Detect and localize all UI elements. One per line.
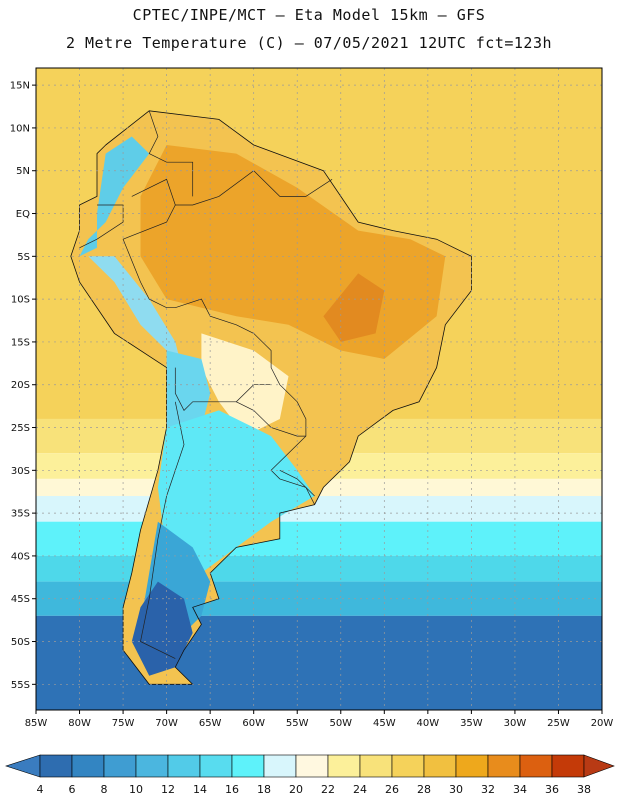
lon-tick-label: 75W xyxy=(112,718,135,729)
border-line-8 xyxy=(279,469,315,497)
colorbar-label: 22 xyxy=(321,783,335,796)
colorbar-label: 16 xyxy=(225,783,239,796)
colorbar-swatch xyxy=(519,754,553,778)
border-line-1 xyxy=(131,170,333,206)
ocean-band-4 xyxy=(36,496,602,522)
land-temperature-field xyxy=(70,110,472,685)
ocean-band-8 xyxy=(36,615,602,710)
colorbar: 4 6 8 10 12 14 16 18 20 22 24 26 28 30 32 34 36 38 xyxy=(5,754,615,796)
colorbar-swatch xyxy=(359,754,393,778)
lon-tick-label: 55W xyxy=(286,718,309,729)
border-line-5 xyxy=(122,204,176,283)
lat-tick-label: 45S xyxy=(11,594,30,605)
colorbar-label: 34 xyxy=(513,783,527,796)
lat-tick-label: 20S xyxy=(11,380,30,391)
border-line-4 xyxy=(79,204,124,249)
colorbar-over-arrow xyxy=(583,754,615,778)
colorbar-swatch xyxy=(103,754,137,778)
ocean-band-5 xyxy=(36,521,602,556)
border-line-3 xyxy=(140,401,185,659)
colorbar-label: 18 xyxy=(257,783,271,796)
border-line-2 xyxy=(174,367,272,411)
lon-tick-label: 20W xyxy=(591,718,614,729)
lon-tick-label: 85W xyxy=(25,718,48,729)
colorbar-label: 10 xyxy=(129,783,143,796)
colorbar-swatch xyxy=(551,754,585,778)
colorbar-label: 36 xyxy=(545,783,559,796)
lon-tick-label: 60W xyxy=(242,718,265,729)
lat-tick-label: 55S xyxy=(11,680,30,691)
colorbar-swatch xyxy=(135,754,169,778)
colorbar-label: 32 xyxy=(481,783,495,796)
colorbar-swatch xyxy=(231,754,265,778)
lat-tick-label: 5N xyxy=(16,166,30,177)
colorbar-swatch xyxy=(199,754,233,778)
lon-tick-label: 70W xyxy=(155,718,178,729)
lon-tick-label: 25W xyxy=(547,718,570,729)
colorbar-swatch xyxy=(39,754,73,778)
colorbar-label: 8 xyxy=(101,783,108,796)
colorbar-swatch xyxy=(487,754,521,778)
ocean-band-6 xyxy=(36,555,602,582)
lat-tick-label: EQ xyxy=(16,209,30,220)
lat-tick-label: 50S xyxy=(11,637,30,648)
colorbar-label: 28 xyxy=(417,783,431,796)
lon-tick-label: 80W xyxy=(68,718,91,729)
colorbar-swatch xyxy=(455,754,489,778)
colorbar-label: 30 xyxy=(449,783,463,796)
colorbar-swatch xyxy=(391,754,425,778)
lat-lon-gridlines xyxy=(36,68,602,710)
colorbar-label: 14 xyxy=(193,783,207,796)
lat-tick-label: 15S xyxy=(11,337,30,348)
axis-ticks: 15N 10N 5N EQ 5S 10S 15S 20S 25S 30S 35S 40S 45S 50S 5… xyxy=(10,81,614,729)
lon-tick-label: 40W xyxy=(417,718,440,729)
lat-tick-label: 15N xyxy=(10,81,30,92)
lat-tick-label: 10N xyxy=(10,123,30,134)
colorbar-swatch xyxy=(71,754,105,778)
border-line-6 xyxy=(148,110,194,197)
lon-tick-label: 45W xyxy=(373,718,396,729)
land-region-chaco-pale xyxy=(201,333,289,437)
lon-tick-label: 35W xyxy=(460,718,483,729)
lon-tick-label: 50W xyxy=(329,718,352,729)
lat-tick-label: 35S xyxy=(11,509,30,520)
colorbar-label: 6 xyxy=(69,783,76,796)
lat-tick-label: 25S xyxy=(11,423,30,434)
colorbar-swatch xyxy=(295,754,329,778)
colorbar-swatch xyxy=(423,754,457,778)
colorbar-swatch xyxy=(263,754,297,778)
colorbar-label: 4 xyxy=(37,783,44,796)
lon-tick-label: 65W xyxy=(199,718,222,729)
land-region-hot-spot-central xyxy=(323,273,385,342)
lon-tick-label: 30W xyxy=(504,718,527,729)
map-title-line2: 2 Metre Temperature (C) – 07/05/2021 12U… xyxy=(65,34,553,52)
colorbar-label: 20 xyxy=(289,783,303,796)
colorbar-label: 26 xyxy=(385,783,399,796)
colorbar-swatch xyxy=(327,754,361,778)
land-region-patagonia-cold xyxy=(131,581,193,676)
colorbar-label: 24 xyxy=(353,783,367,796)
land-region-andes-peru xyxy=(88,256,184,377)
plot-frame xyxy=(35,67,603,711)
land-region-andes-north-cold xyxy=(79,136,150,257)
colorbar-label: 12 xyxy=(161,783,175,796)
map-title-line1: CPTEC/INPE/MCT – Eta Model 15km – GFS xyxy=(132,6,486,24)
colorbar-label: 38 xyxy=(577,783,591,796)
lat-tick-label: 30S xyxy=(11,466,30,477)
lat-tick-label: 5S xyxy=(17,252,30,263)
land-region-south-cone-light xyxy=(157,410,315,573)
colorbar-under-arrow xyxy=(5,754,41,778)
lat-tick-label: 10S xyxy=(11,295,30,306)
lat-tick-label: 40S xyxy=(11,551,30,562)
colorbar-swatch xyxy=(167,754,201,778)
